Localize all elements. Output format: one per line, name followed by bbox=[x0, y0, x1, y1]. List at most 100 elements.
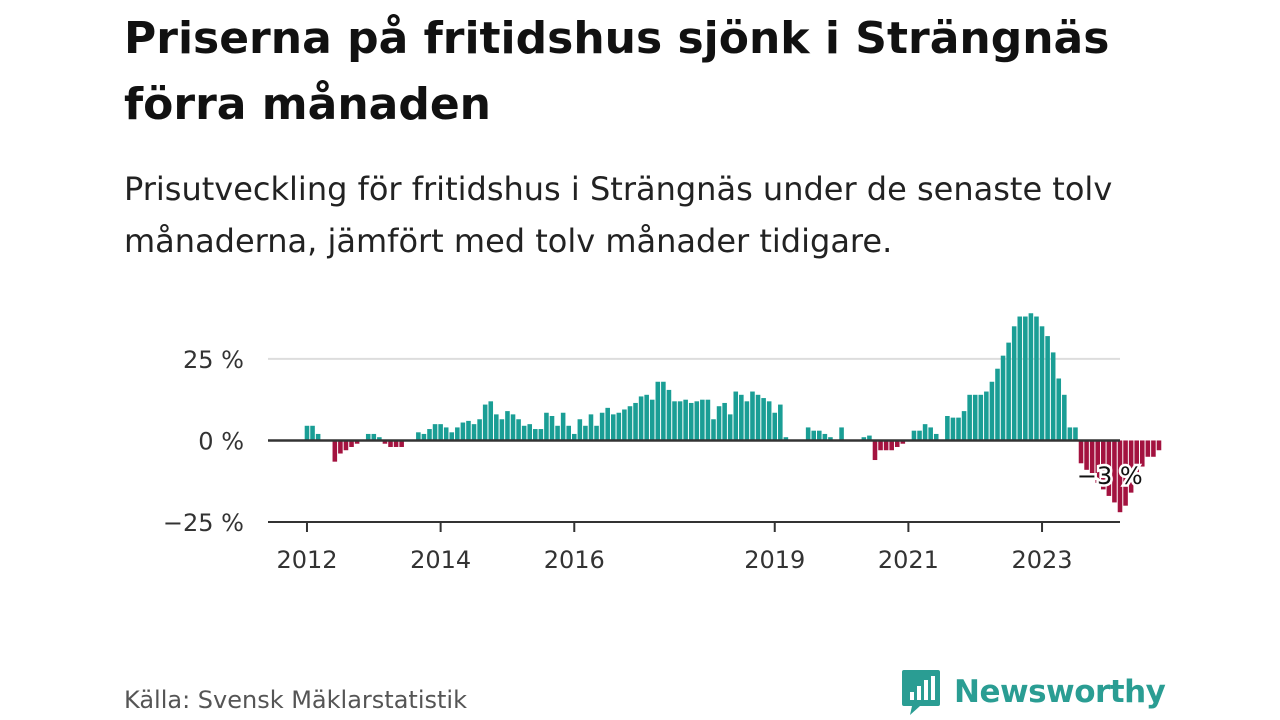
bar bbox=[627, 406, 633, 441]
bar bbox=[577, 419, 583, 441]
bar bbox=[488, 401, 494, 441]
price-change-bar-chart: 25 % 0 % −25 % 2012 2014 2016 2019 2021 2023 −3 % bbox=[163, 313, 1162, 574]
bar bbox=[739, 394, 744, 441]
bar bbox=[310, 425, 315, 441]
source-note: Källa: Svensk Mäklarstatistik bbox=[124, 686, 467, 714]
bar bbox=[727, 414, 733, 441]
bar bbox=[705, 399, 711, 441]
bar bbox=[1139, 440, 1145, 467]
bar bbox=[978, 394, 984, 441]
bar bbox=[1101, 440, 1106, 490]
bar bbox=[889, 440, 894, 451]
bar bbox=[894, 440, 900, 447]
bar bbox=[1156, 440, 1162, 451]
bar bbox=[778, 404, 783, 441]
bar bbox=[805, 427, 811, 441]
x-tick-label: 2014 bbox=[410, 546, 471, 574]
bar bbox=[744, 401, 750, 441]
bar bbox=[555, 425, 560, 441]
bar bbox=[605, 407, 610, 441]
bar bbox=[1095, 440, 1101, 483]
bar bbox=[1017, 316, 1023, 441]
bar bbox=[1106, 440, 1112, 496]
newsworthy-logo[interactable]: Newsworthy bbox=[900, 668, 1166, 716]
bar bbox=[527, 424, 533, 441]
bar bbox=[599, 412, 605, 441]
bar bbox=[989, 381, 995, 441]
bar bbox=[1034, 316, 1039, 441]
bar bbox=[828, 437, 833, 441]
bar bbox=[499, 419, 505, 441]
bar bbox=[755, 394, 761, 441]
axis-labels: 25 % 0 % −25 % 2012 2014 2016 2019 2021 2023 −3 % bbox=[163, 346, 1145, 574]
bar bbox=[482, 404, 488, 441]
bar bbox=[1062, 394, 1067, 441]
bar bbox=[622, 409, 627, 441]
bar bbox=[438, 424, 443, 441]
bar bbox=[1073, 427, 1078, 441]
bar bbox=[1078, 440, 1084, 464]
bar bbox=[817, 430, 822, 441]
bar bbox=[371, 433, 377, 441]
bar bbox=[1067, 427, 1073, 441]
bar bbox=[516, 419, 521, 441]
bar bbox=[972, 394, 978, 441]
bar bbox=[688, 402, 694, 441]
bar bbox=[560, 412, 566, 441]
bar bbox=[950, 417, 956, 441]
bar bbox=[1045, 336, 1050, 441]
y-tick-label: 0 % bbox=[198, 427, 244, 455]
bar bbox=[382, 440, 388, 444]
bar bbox=[571, 433, 577, 441]
bar bbox=[945, 416, 950, 441]
bar bbox=[416, 432, 421, 441]
bar bbox=[354, 440, 360, 444]
bar bbox=[510, 414, 516, 441]
bar bbox=[1050, 352, 1056, 441]
bar bbox=[677, 401, 683, 441]
bar bbox=[633, 402, 638, 441]
bar bbox=[917, 430, 922, 441]
bar bbox=[900, 440, 906, 444]
bar bbox=[338, 440, 343, 454]
bar bbox=[922, 424, 928, 441]
bar bbox=[1151, 440, 1156, 457]
bar bbox=[928, 427, 933, 441]
bars bbox=[304, 313, 1162, 513]
bar bbox=[304, 425, 310, 441]
bar bbox=[772, 412, 778, 441]
bar bbox=[716, 406, 722, 441]
bar bbox=[1089, 440, 1095, 480]
bar bbox=[594, 425, 599, 441]
bar bbox=[655, 381, 661, 441]
bar bbox=[533, 429, 538, 441]
bar bbox=[995, 368, 1000, 441]
bar bbox=[432, 424, 438, 441]
bar bbox=[783, 437, 789, 441]
brand-name: Newsworthy bbox=[954, 674, 1166, 710]
bar bbox=[549, 416, 555, 441]
x-tick-label: 2012 bbox=[276, 546, 337, 574]
bar bbox=[365, 433, 371, 441]
latest-value-label: −3 % bbox=[1077, 462, 1143, 490]
bar bbox=[700, 399, 705, 441]
bar bbox=[443, 427, 449, 441]
bar bbox=[766, 401, 772, 441]
bar bbox=[1056, 378, 1062, 441]
bar bbox=[672, 401, 677, 441]
bar bbox=[666, 389, 672, 441]
bar bbox=[683, 399, 688, 441]
bar bbox=[638, 396, 644, 441]
x-tick-label: 2016 bbox=[544, 546, 605, 574]
bar bbox=[711, 419, 716, 441]
bar bbox=[911, 430, 917, 441]
bar bbox=[471, 424, 477, 441]
bar bbox=[349, 440, 354, 447]
y-tick-label: −25 % bbox=[163, 509, 244, 537]
bar bbox=[427, 429, 432, 441]
bar bbox=[449, 432, 455, 441]
bar bbox=[722, 402, 727, 441]
bar bbox=[761, 398, 766, 441]
bar bbox=[343, 440, 349, 451]
bar bbox=[961, 411, 967, 441]
